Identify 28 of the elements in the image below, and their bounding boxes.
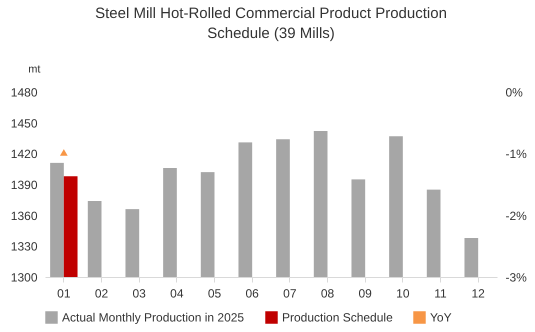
legend-label: Production Schedule xyxy=(282,310,394,325)
x-tick-label: 02 xyxy=(94,286,108,300)
y2-tick-label: -1% xyxy=(506,147,528,162)
x-tick-label: 04 xyxy=(170,286,184,300)
x-tick-label: 06 xyxy=(245,286,260,300)
y2-tick-label: -3% xyxy=(506,270,528,284)
legend-label: YoY xyxy=(430,310,452,325)
y-tick-label: 1300 xyxy=(10,270,38,284)
x-tick-label: 07 xyxy=(283,286,297,300)
y-tick-label: 1420 xyxy=(10,147,38,162)
y2-tick-label: -2% xyxy=(506,208,528,223)
y-tick-label: 1360 xyxy=(10,208,38,223)
x-tick-label: 10 xyxy=(396,286,410,300)
y2-tick-label: 0% xyxy=(506,86,524,100)
x-tick-label: 11 xyxy=(434,286,448,300)
x-tick-label: 01 xyxy=(57,286,71,300)
x-tick-label: 05 xyxy=(208,286,222,300)
y-axis-title: mt xyxy=(28,64,40,76)
chart-title: Steel Mill Hot-Rolled Commercial Product Production Schedule (39 Mills) xyxy=(95,5,447,42)
x-tick-label: 09 xyxy=(358,286,372,300)
x-tick-label: 12 xyxy=(471,286,486,300)
legend-label: Actual Monthly Production in 2025 xyxy=(62,310,244,325)
y-tick-label: 1330 xyxy=(10,240,38,254)
y-tick-label: 1450 xyxy=(10,116,38,130)
x-tick-label: 03 xyxy=(132,286,146,300)
x-tick-label: 08 xyxy=(320,286,334,300)
y-tick-label: 1390 xyxy=(10,178,38,192)
y-tick-label: 1480 xyxy=(10,86,38,100)
